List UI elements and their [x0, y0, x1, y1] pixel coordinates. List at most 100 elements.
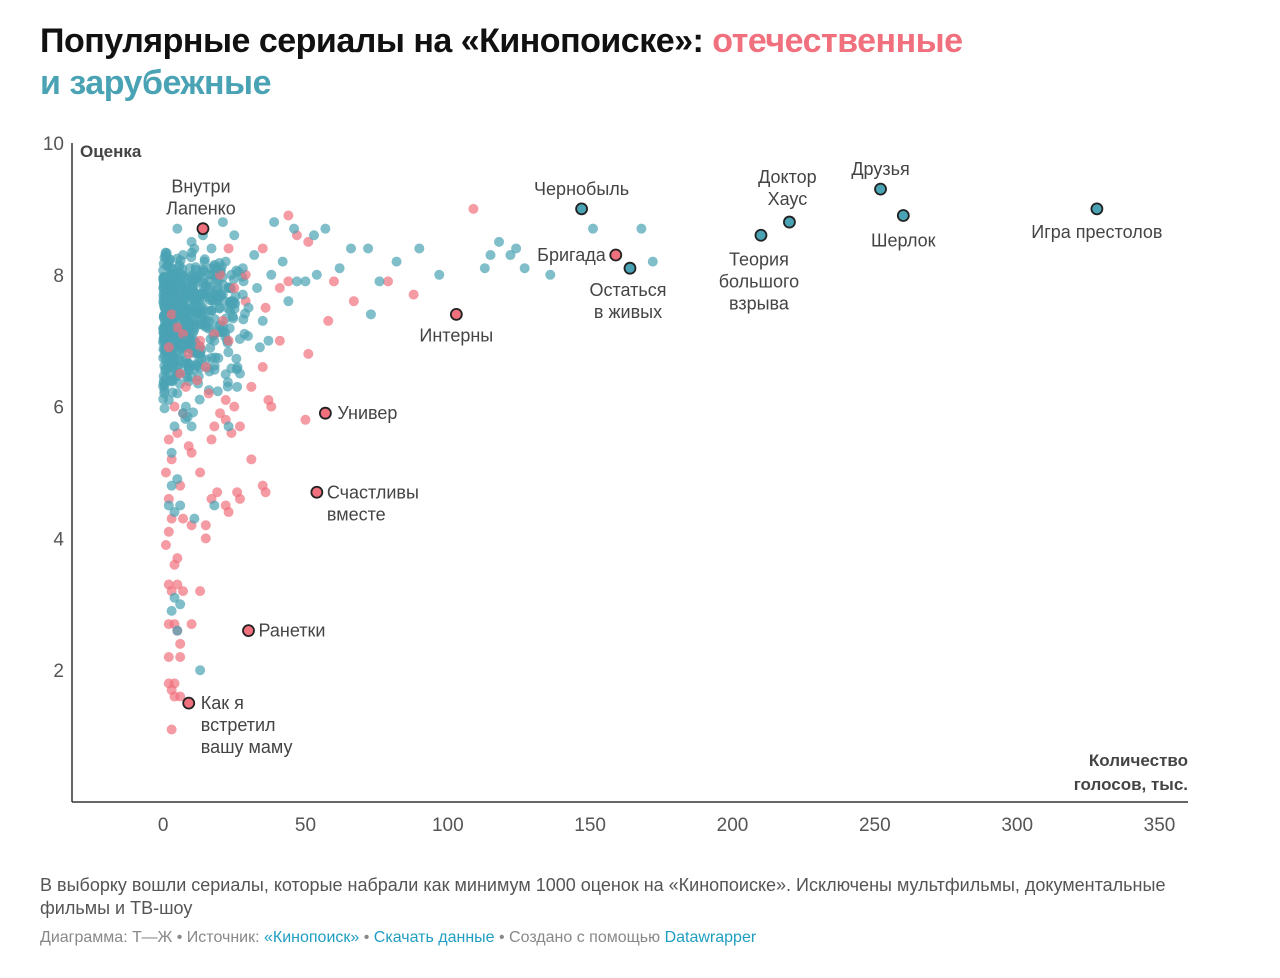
scatter-point	[217, 217, 228, 228]
scatter-point	[175, 691, 186, 702]
source-link[interactable]: «Кинопоиск»	[264, 929, 360, 946]
point-label: Универ	[337, 403, 397, 423]
point-label-line: Теория	[729, 249, 789, 269]
download-data-link[interactable]: Скачать данные	[373, 929, 495, 946]
scatter-point	[172, 579, 183, 590]
scatter-point	[203, 276, 214, 287]
scatter-point	[519, 263, 530, 274]
highlighted-point	[242, 624, 255, 638]
scatter-point	[223, 507, 234, 518]
scatter-point	[192, 348, 203, 359]
highlighted-point	[754, 228, 768, 242]
scatter-point	[328, 276, 339, 287]
scatter-point	[257, 315, 268, 326]
scatter-point	[223, 421, 234, 432]
scatter-point	[189, 322, 200, 333]
scatter-point	[226, 296, 237, 307]
scatter-point	[254, 342, 265, 353]
scatter-point	[186, 447, 197, 458]
scatter-point	[186, 247, 197, 258]
scatter-point	[213, 353, 224, 364]
scatter-point	[172, 553, 183, 564]
scatter-point	[209, 335, 220, 346]
point-label-line: Хаус	[768, 189, 808, 209]
x-tick-label: 200	[717, 815, 749, 836]
scatter-point	[163, 395, 174, 406]
scatter-point	[166, 309, 177, 320]
point-label-line: Шерлок	[871, 230, 936, 250]
scatter-point	[257, 243, 268, 254]
scatter-point	[505, 250, 516, 261]
scatter-point	[163, 526, 174, 537]
scatter-point	[252, 282, 263, 293]
scatter-point	[166, 480, 177, 491]
footer-separator: •	[494, 929, 510, 946]
point-label-line: вместе	[327, 504, 386, 524]
scatter-point	[189, 513, 200, 524]
scatter-point	[277, 256, 288, 267]
scatter-point	[229, 282, 240, 293]
highlighted-point	[182, 696, 196, 710]
highlighted-point	[575, 202, 589, 216]
scatter-point	[175, 500, 186, 511]
scatter-point	[189, 276, 200, 287]
scatter-point	[195, 665, 206, 676]
point-label: Шерлок	[871, 230, 936, 250]
y-tick-label: 10	[43, 134, 64, 155]
y-axis-title: Оценка	[80, 142, 142, 161]
point-label: Доктор Хаус	[758, 167, 817, 209]
scatter-point	[166, 605, 177, 616]
scatter-point	[434, 269, 445, 280]
point-label-line: Игра престолов	[1031, 222, 1162, 242]
datawrapper-link[interactable]: Datawrapper	[664, 929, 757, 946]
scatter-point	[300, 276, 311, 287]
scatter-point	[177, 263, 188, 274]
x-tick-label: 150	[574, 815, 606, 836]
point-label-line: Друзья	[851, 159, 909, 179]
scatter-point	[383, 276, 394, 287]
scatter-point	[223, 243, 234, 254]
scatter-point	[190, 264, 201, 275]
scatter-point	[365, 309, 376, 320]
scatter-point	[172, 223, 183, 234]
point-label-line: Чернобыль	[534, 179, 629, 199]
scatter-point	[234, 333, 245, 344]
scatter-point	[391, 256, 402, 267]
point-label-line: Универ	[337, 403, 397, 423]
scatter-point	[169, 592, 180, 603]
x-axis-title: голосов, тыс.	[1074, 775, 1188, 794]
scatter-point	[263, 335, 274, 346]
title-foreign: и зарубежные	[40, 64, 272, 102]
scatter-point	[172, 625, 183, 636]
scatter-point	[266, 269, 277, 280]
scatter-point	[172, 322, 183, 333]
highlighted-point	[623, 261, 637, 275]
point-label-line: Интерны	[419, 325, 493, 345]
title-main: Популярные сериалы на «Кинопоиске»:	[40, 22, 713, 60]
point-label-line: в живых	[594, 302, 662, 322]
highlighted-point	[310, 485, 324, 499]
scatter-point	[587, 223, 598, 234]
point-label-line: Как я	[201, 693, 244, 713]
scatter-point	[175, 309, 186, 320]
scatter-point	[160, 355, 171, 366]
point-label-line: Ранетки	[259, 621, 326, 641]
scatter-point	[172, 388, 183, 399]
scatter-point	[175, 638, 186, 649]
point-label: Бригада	[537, 245, 607, 265]
scatter-point	[159, 403, 170, 414]
point-label: Ранетки	[259, 621, 326, 641]
scatter-point	[274, 335, 285, 346]
scatter-point	[206, 243, 217, 254]
x-tick-label: 50	[295, 815, 316, 836]
scatter-point	[468, 203, 479, 214]
scatter-point	[323, 315, 334, 326]
highlighted-point	[896, 209, 910, 222]
highlighted-point	[318, 406, 332, 420]
scatter-point	[511, 243, 522, 254]
scatter-point	[186, 421, 197, 432]
footer-separator: •	[359, 929, 374, 946]
scatter-point	[545, 269, 556, 280]
scatter-point	[160, 539, 171, 550]
scatter-point	[223, 335, 234, 346]
